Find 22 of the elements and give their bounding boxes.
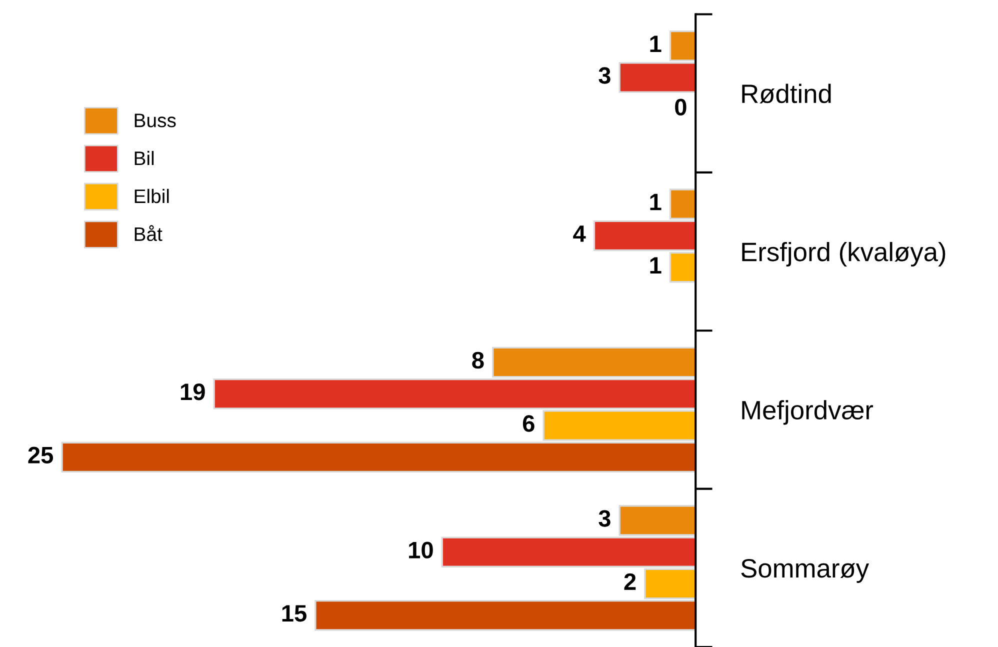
y-tick-label: Rødtind — [742, 84, 831, 104]
data-label: 8 — [472, 352, 484, 369]
data-label: 1 — [650, 36, 662, 52]
data-label: 4 — [573, 226, 586, 242]
legend-label: Båt — [134, 225, 162, 242]
data-label: 25 — [28, 446, 54, 464]
y-tick-label: Mefjordvær — [742, 400, 874, 425]
data-label: 0 — [675, 98, 686, 116]
data-label: 6 — [522, 415, 534, 432]
legend-label: Bil — [134, 150, 154, 166]
data-label: 2 — [624, 573, 636, 590]
data-label: 10 — [409, 542, 433, 558]
data-label: 15 — [282, 605, 306, 622]
y-tick-label: Ersfjord (kvaløya) — [742, 242, 946, 267]
data-label: 3 — [598, 67, 610, 84]
data-label: 1 — [650, 194, 662, 210]
data-label: 1 — [650, 257, 662, 274]
legend-label: Buss — [134, 114, 176, 128]
legend-label: Elbil — [134, 188, 169, 204]
y-tick-label: Sommarøy — [741, 559, 870, 583]
data-label: 3 — [598, 510, 610, 527]
data-label: 19 — [180, 384, 205, 400]
